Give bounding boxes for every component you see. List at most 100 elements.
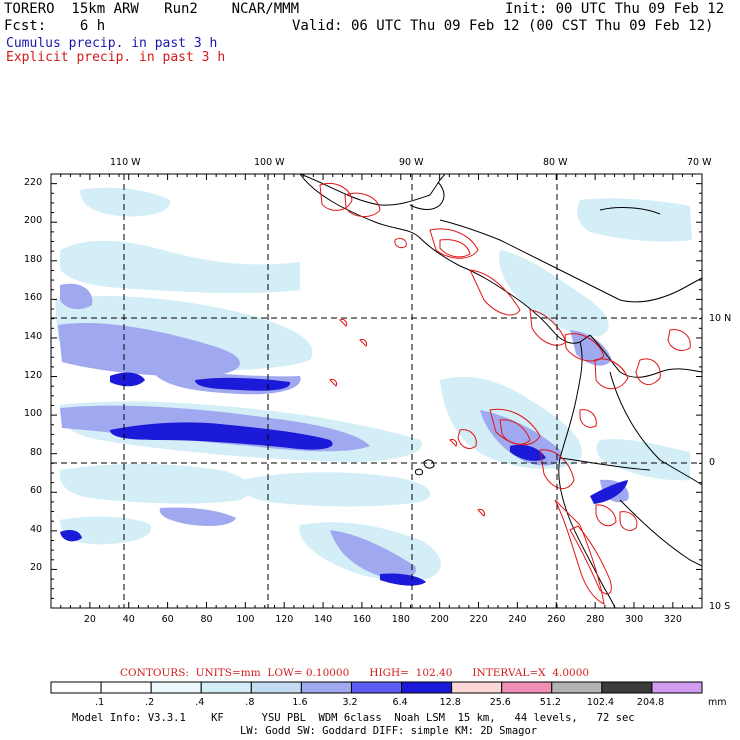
- colorbar-label: 204.8: [636, 697, 665, 708]
- colorbar-label: 1.6: [292, 697, 308, 708]
- colorbar-label: .2: [145, 697, 155, 708]
- lat-lon-grid: [51, 174, 702, 608]
- x-tick-label: 280: [586, 614, 605, 625]
- galapagos: [415, 459, 435, 476]
- x-tick-label: 40: [122, 614, 135, 625]
- y-tick-label: 20: [30, 562, 43, 574]
- colorbar-unit: mm: [708, 697, 727, 708]
- precip-contour: [344, 192, 381, 217]
- y-tick-label: 80: [30, 446, 43, 458]
- coastline-caribbean: [439, 219, 702, 303]
- y-tick-label: 120: [24, 369, 43, 381]
- caribbean-island: [599, 206, 661, 215]
- colorbar-label: 102.4: [586, 697, 615, 708]
- y-tick-label: 180: [24, 253, 43, 265]
- colorbar-label: .4: [195, 697, 205, 708]
- model-title: TORERO 15km ARW Run2 NCAR/MMM: [4, 1, 300, 17]
- colorbar-swatch: [100, 681, 152, 694]
- lon-label-70w: 70 W: [687, 157, 712, 168]
- precip-contour: [595, 504, 617, 527]
- model-info: Model Info: V3.3.1 KF YSU PBL WDM 6class…: [72, 712, 635, 724]
- precip-contour: [554, 499, 605, 605]
- explicit-precip-contours: [319, 183, 691, 605]
- precip-area: [60, 283, 93, 310]
- x-tick-label: 200: [430, 614, 449, 625]
- precip-contour: [619, 511, 638, 531]
- precip-contour: [339, 319, 347, 327]
- cumulus-precip-fields: [55, 187, 692, 586]
- x-tick-label: 100: [236, 614, 255, 625]
- colorbar-swatch: [50, 681, 102, 694]
- precip-core: [195, 377, 291, 391]
- precip-core: [110, 422, 333, 450]
- precip-contour: [394, 237, 407, 249]
- precip-core: [110, 372, 145, 387]
- explicit-label: Explicit precip. in past 3 h: [6, 50, 226, 65]
- y-tick-label: 40: [30, 523, 43, 535]
- colorbar-swatch: [651, 681, 703, 694]
- precip-core: [60, 530, 82, 542]
- precip-area: [60, 240, 300, 294]
- colorbar-label: 25.6: [489, 697, 511, 708]
- y-tick-label: 60: [30, 485, 43, 497]
- precip-area: [60, 516, 152, 545]
- y-tick-label: 160: [24, 292, 43, 304]
- x-tick-label: 260: [547, 614, 566, 625]
- coastlines: [299, 174, 702, 608]
- lon-label-90w: 90 W: [399, 157, 424, 168]
- precip-contour: [449, 439, 457, 447]
- precip-contour: [564, 333, 605, 362]
- precip-area: [239, 472, 431, 507]
- border-3: [619, 499, 702, 567]
- colorbar-swatch: [200, 681, 252, 694]
- x-tick-label: 60: [161, 614, 174, 625]
- x-tick-label: 120: [275, 614, 294, 625]
- precip-area: [499, 250, 609, 337]
- x-tick-label: 300: [624, 614, 644, 625]
- colorbar-swatch: [250, 681, 302, 694]
- colorbar-swatch: [551, 681, 603, 694]
- precip-contour: [429, 228, 479, 259]
- precip-contour: [477, 509, 485, 517]
- lat-label-0: 0: [709, 457, 716, 468]
- border-2: [559, 457, 651, 471]
- x-tick-label: 320: [663, 614, 682, 625]
- map-frame: [50, 173, 703, 609]
- precip-area: [80, 187, 171, 217]
- precip-contour: [635, 358, 661, 386]
- precip-contour: [439, 239, 471, 258]
- lon-label-110w: 110 W: [110, 157, 141, 168]
- y-tick-label: 100: [24, 408, 43, 420]
- colorbar-swatch: [350, 681, 403, 694]
- precip-contour: [569, 525, 612, 595]
- colorbar-swatch: [501, 681, 553, 694]
- contours-info: CONTOURS: UNITS=mm LOW= 0.10000 HIGH= 10…: [120, 667, 590, 679]
- precip-contour: [359, 339, 367, 347]
- y-tick-label: 220: [24, 176, 43, 188]
- precip-area: [159, 507, 236, 526]
- precip-core: [590, 480, 628, 504]
- precip-contour: [539, 449, 575, 489]
- colorbar-label: 6.4: [392, 697, 408, 708]
- colorbar-swatch: [451, 681, 503, 694]
- coastline-gulf: [409, 181, 445, 210]
- x-tick-label: 20: [83, 614, 96, 625]
- init-time: Init: 00 UTC Thu 09 Feb 12: [505, 1, 725, 17]
- colorbar-swatch: [401, 681, 453, 694]
- precip-area: [330, 530, 416, 580]
- valid-time: Valid: 06 UTC Thu 09 Feb 12 (00 CST Thu …: [292, 18, 714, 34]
- lon-label-100w: 100 W: [254, 157, 285, 168]
- axis-ticks: [51, 174, 702, 608]
- colorbar-label: 12.8: [439, 697, 461, 708]
- precip-contour: [319, 183, 353, 211]
- cumulus-label: Cumulus precip. in past 3 h: [6, 36, 218, 51]
- x-tick-label: 80: [200, 614, 213, 625]
- colorbar-swatch: [601, 681, 653, 694]
- precip-contour: [499, 419, 531, 445]
- colorbar: [50, 681, 703, 694]
- lat-label-10n: 10 N: [709, 313, 732, 324]
- colorbar-swatch: [300, 681, 352, 694]
- precip-area: [596, 439, 690, 481]
- x-tick-label: 160: [352, 614, 372, 625]
